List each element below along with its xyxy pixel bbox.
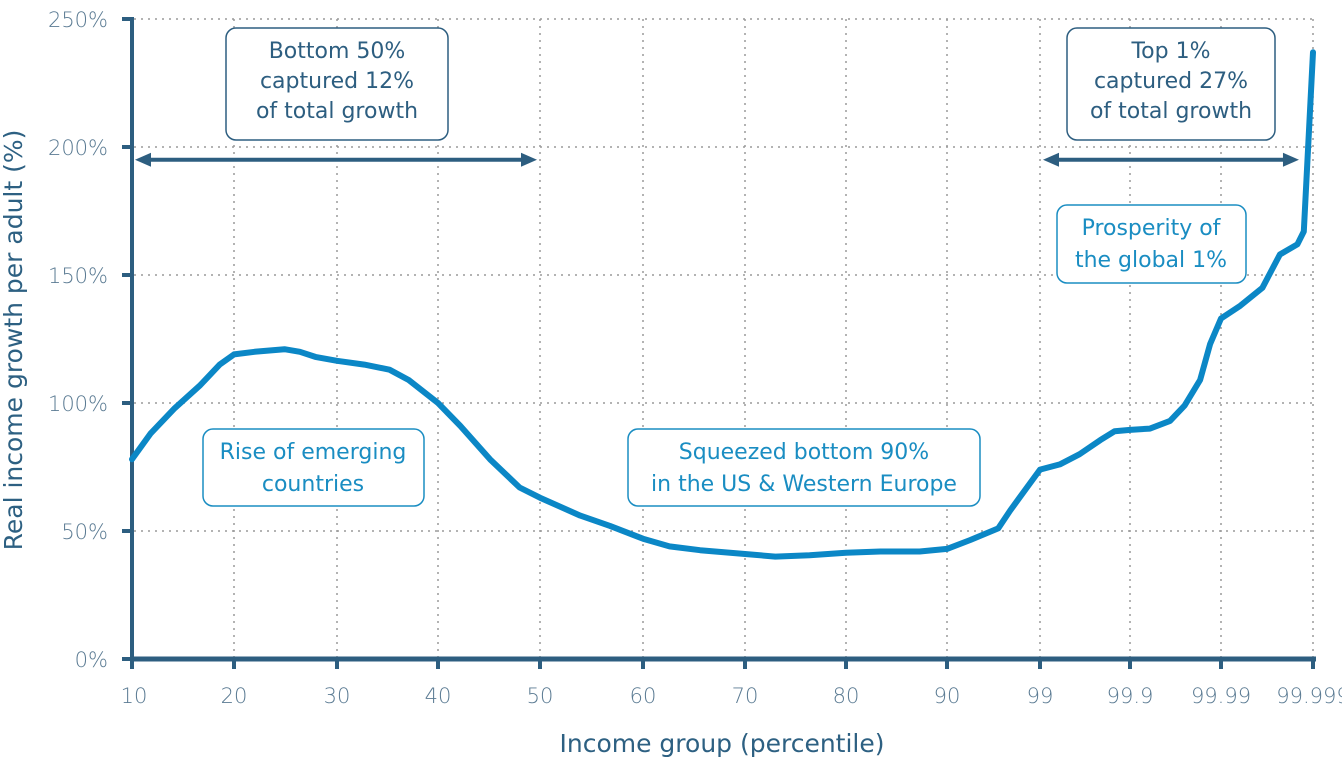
- annotation-text-line: Top 1%: [1130, 39, 1210, 64]
- x-tick-label: 70: [732, 684, 759, 708]
- x-tick-label: 99.99: [1191, 684, 1251, 708]
- annotation-bottom50: Bottom 50% captured 12% of total growth: [225, 27, 449, 141]
- x-tick-label: 40: [425, 684, 452, 708]
- annotation-text-line: Bottom 50%: [269, 39, 406, 64]
- annotation-text-line: of total growth: [256, 99, 418, 124]
- annotation-box: [1056, 204, 1247, 284]
- y-tick-label: 0%: [75, 648, 108, 672]
- axes: [122, 17, 1316, 669]
- x-tick-label: 80: [833, 684, 860, 708]
- arrow-head-left: [135, 152, 151, 167]
- series: [129, 49, 1316, 560]
- x-tick-label: 99: [1027, 684, 1054, 708]
- annotation-emerging: Rise of emerging countries: [202, 428, 425, 507]
- annotation-text-line: captured 27%: [1094, 69, 1248, 94]
- annotation-box: [1066, 27, 1276, 141]
- annotation-text-line: captured 12%: [260, 69, 414, 94]
- tick-labels: 0% 50% 100% 150% 200% 250% 10 20 30 40 50 60 70 80 90 9…: [48, 8, 1342, 708]
- top1-arrow: [1043, 152, 1299, 167]
- x-tick-label: 50: [527, 684, 554, 708]
- annotation-text-line: of total growth: [1090, 99, 1252, 124]
- annotation-box: [627, 428, 981, 507]
- annotation-box: [225, 27, 449, 141]
- annotation-text-line: in the US & Western Europe: [651, 472, 957, 497]
- x-tick-label: 60: [630, 684, 657, 708]
- arrows: [135, 152, 1299, 167]
- x-tick-label: 20: [221, 684, 248, 708]
- y-axis-title: Real income growth per adult (%): [0, 130, 28, 551]
- annotation-top1: Top 1% captured 27% of total growth: [1066, 27, 1276, 141]
- bottom50-arrow: [135, 152, 537, 167]
- series-line: [129, 49, 1316, 560]
- x-tick-label: 99.999: [1276, 684, 1342, 708]
- arrow-head-right: [1282, 152, 1299, 167]
- x-tick-label: 90: [934, 684, 961, 708]
- x-tick-label: 99.9: [1107, 684, 1154, 708]
- annotation-text-line: Prosperity of: [1082, 216, 1222, 241]
- y-tick-label: 250%: [48, 8, 108, 32]
- x-tick-label: 10: [121, 684, 148, 708]
- annotation-text-line: the global 1%: [1075, 248, 1227, 273]
- arrow-head-left: [1043, 152, 1059, 167]
- annotation-text-line: countries: [262, 472, 364, 497]
- annotation-text-line: Rise of emerging: [220, 440, 407, 465]
- y-tick-label: 200%: [48, 136, 108, 160]
- annotation-text-line: Squeezed bottom 90%: [679, 440, 929, 465]
- y-tick-label: 50%: [61, 520, 108, 544]
- x-axis-title: Income group (percentile): [559, 729, 884, 758]
- annotation-box: [202, 428, 425, 507]
- arrow-head-right: [521, 152, 537, 167]
- annotation-prosperity: Prosperity of the global 1%: [1056, 204, 1247, 284]
- y-tick-label: 150%: [48, 264, 108, 288]
- annotation-squeezed: Squeezed bottom 90% in the US & Western E…: [627, 428, 981, 507]
- x-tick-label: 30: [324, 684, 351, 708]
- y-tick-label: 100%: [48, 392, 108, 416]
- annotations: Bottom 50%captured 12%of total growthTop…: [202, 27, 1276, 507]
